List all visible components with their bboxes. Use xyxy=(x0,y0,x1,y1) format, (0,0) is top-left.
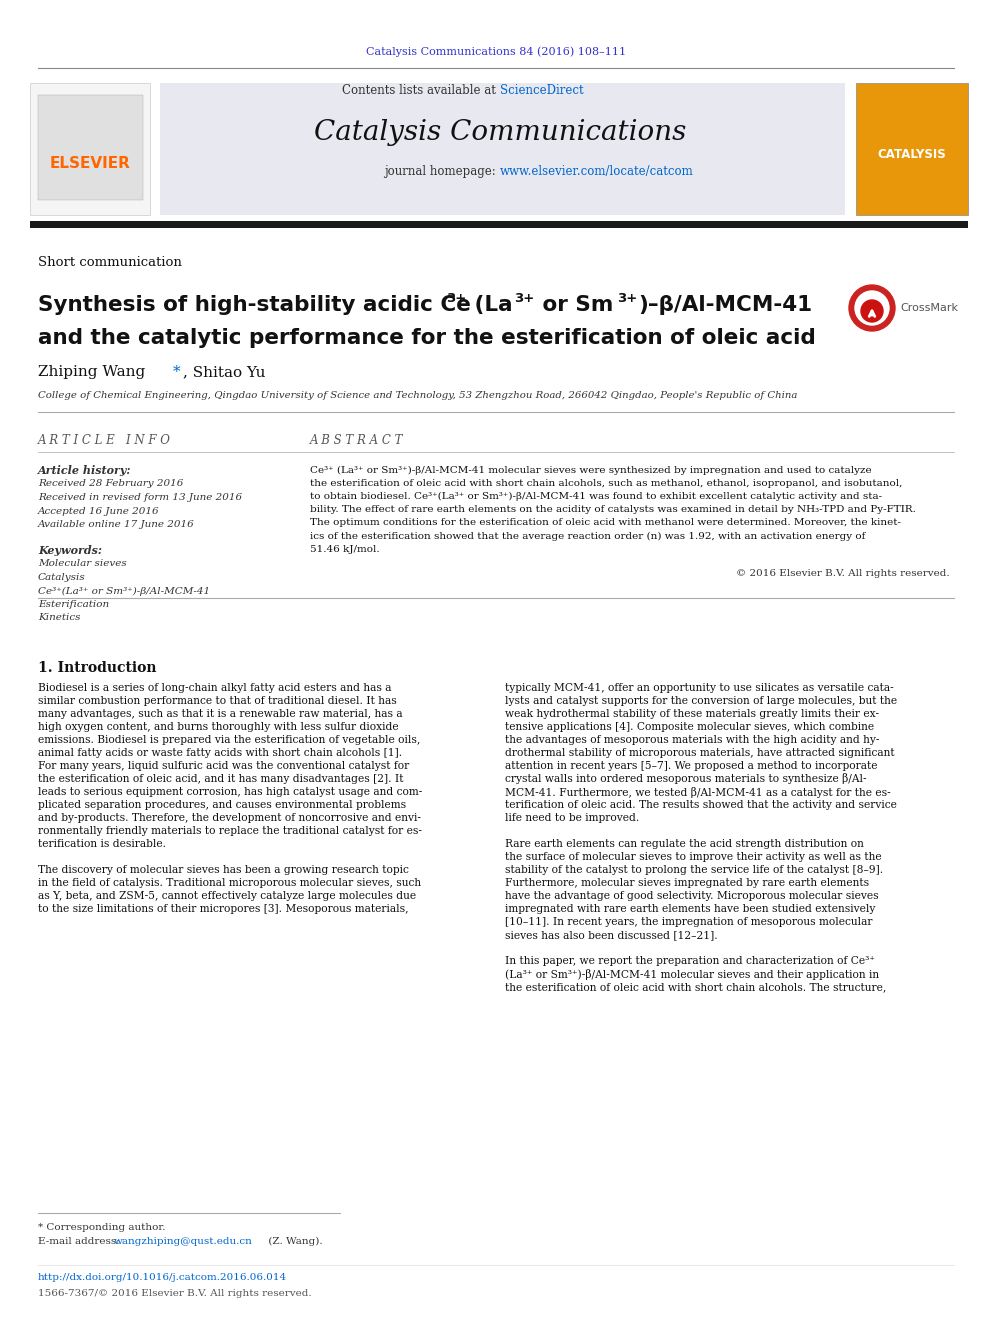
Text: to the size limitations of their micropores [3]. Mesoporous materials,: to the size limitations of their micropo… xyxy=(38,904,409,914)
FancyBboxPatch shape xyxy=(38,95,143,200)
Text: (Z. Wang).: (Z. Wang). xyxy=(265,1237,322,1245)
Text: Catalysis Communications: Catalysis Communications xyxy=(313,119,686,147)
Text: stability of the catalyst to prolong the service life of the catalyst [8–9].: stability of the catalyst to prolong the… xyxy=(505,865,883,875)
Text: drothermal stability of microporous materials, have attracted significant: drothermal stability of microporous mate… xyxy=(505,747,895,758)
Text: the esterification of oleic acid, and it has many disadvantages [2]. It: the esterification of oleic acid, and it… xyxy=(38,774,404,785)
Text: Rare earth elements can regulate the acid strength distribution on: Rare earth elements can regulate the aci… xyxy=(505,839,864,849)
Text: animal fatty acids or waste fatty acids with short chain alcohols [1].: animal fatty acids or waste fatty acids … xyxy=(38,747,402,758)
Text: CATALYSIS: CATALYSIS xyxy=(878,148,946,161)
Text: 3+: 3+ xyxy=(446,292,466,306)
Text: The optimum conditions for the esterification of oleic acid with methanol were d: The optimum conditions for the esterific… xyxy=(310,519,901,528)
Text: ronmentally friendly materials to replace the traditional catalyst for es-: ronmentally friendly materials to replac… xyxy=(38,826,422,836)
Text: © 2016 Elsevier B.V. All rights reserved.: © 2016 Elsevier B.V. All rights reserved… xyxy=(736,569,950,578)
Text: E-mail address:: E-mail address: xyxy=(38,1237,123,1245)
Text: in the field of catalysis. Traditional microporous molecular sieves, such: in the field of catalysis. Traditional m… xyxy=(38,878,422,888)
Text: Kinetics: Kinetics xyxy=(38,614,80,623)
Text: terification of oleic acid. The results showed that the activity and service: terification of oleic acid. The results … xyxy=(505,800,897,810)
Text: Catalysis Communications 84 (2016) 108–111: Catalysis Communications 84 (2016) 108–1… xyxy=(366,46,626,57)
Text: journal homepage:: journal homepage: xyxy=(385,165,500,179)
Text: Ce³⁺(La³⁺ or Sm³⁺)-β/Al-MCM-41: Ce³⁺(La³⁺ or Sm³⁺)-β/Al-MCM-41 xyxy=(38,586,210,595)
Text: tensive applications [4]. Composite molecular sieves, which combine: tensive applications [4]. Composite mole… xyxy=(505,722,874,732)
Text: Contents lists available at: Contents lists available at xyxy=(342,83,500,97)
Text: Synthesis of high-stability acidic Ce: Synthesis of high-stability acidic Ce xyxy=(38,295,471,315)
Text: For many years, liquid sulfuric acid was the conventional catalyst for: For many years, liquid sulfuric acid was… xyxy=(38,761,410,771)
Text: many advantages, such as that it is a renewable raw material, has a: many advantages, such as that it is a re… xyxy=(38,709,403,718)
Text: A B S T R A C T: A B S T R A C T xyxy=(310,434,404,446)
Text: Keywords:: Keywords: xyxy=(38,545,102,556)
Text: MCM-41. Furthermore, we tested β/Al-MCM-41 as a catalyst for the es-: MCM-41. Furthermore, we tested β/Al-MCM-… xyxy=(505,786,891,798)
Text: similar combustion performance to that of traditional diesel. It has: similar combustion performance to that o… xyxy=(38,696,397,706)
Text: sieves has also been discussed [12–21].: sieves has also been discussed [12–21]. xyxy=(505,930,717,941)
Text: as Y, beta, and ZSM-5, cannot effectively catalyze large molecules due: as Y, beta, and ZSM-5, cannot effectivel… xyxy=(38,890,416,901)
Text: *: * xyxy=(173,365,181,378)
Text: [10–11]. In recent years, the impregnation of mesoporous molecular: [10–11]. In recent years, the impregnati… xyxy=(505,917,873,927)
Text: the surface of molecular sieves to improve their activity as well as the: the surface of molecular sieves to impro… xyxy=(505,852,882,863)
Text: 1566-7367/© 2016 Elsevier B.V. All rights reserved.: 1566-7367/© 2016 Elsevier B.V. All right… xyxy=(38,1289,311,1298)
Text: Furthermore, molecular sieves impregnated by rare earth elements: Furthermore, molecular sieves impregnate… xyxy=(505,878,869,888)
Text: CrossMark: CrossMark xyxy=(900,303,958,314)
Text: ScienceDirect: ScienceDirect xyxy=(500,83,583,97)
Text: College of Chemical Engineering, Qingdao University of Science and Technology, 5: College of Chemical Engineering, Qingdao… xyxy=(38,390,798,400)
Text: ELSEVIER: ELSEVIER xyxy=(50,156,130,171)
Text: lysts and catalyst supports for the conversion of large molecules, but the: lysts and catalyst supports for the conv… xyxy=(505,696,897,706)
Text: (La: (La xyxy=(467,295,513,315)
Circle shape xyxy=(861,300,883,321)
Text: bility. The effect of rare earth elements on the acidity of catalysts was examin: bility. The effect of rare earth element… xyxy=(310,505,916,515)
Text: attention in recent years [5–7]. We proposed a method to incorporate: attention in recent years [5–7]. We prop… xyxy=(505,761,878,771)
Text: the esterification of oleic acid with short chain alcohols. The structure,: the esterification of oleic acid with sh… xyxy=(505,982,886,992)
Text: and the catalytic performance for the esterification of oleic acid: and the catalytic performance for the es… xyxy=(38,328,815,348)
Text: Molecular sieves: Molecular sieves xyxy=(38,560,127,569)
Text: ics of the esterification showed that the average reaction order (n) was 1.92, w: ics of the esterification showed that th… xyxy=(310,532,865,541)
Text: typically MCM-41, offer an opportunity to use silicates as versatile cata-: typically MCM-41, offer an opportunity t… xyxy=(505,683,894,693)
FancyBboxPatch shape xyxy=(30,221,968,228)
FancyBboxPatch shape xyxy=(30,83,150,216)
Text: the advantages of mesoporous materials with the high acidity and hy-: the advantages of mesoporous materials w… xyxy=(505,736,880,745)
Text: A R T I C L E   I N F O: A R T I C L E I N F O xyxy=(38,434,171,446)
Text: Received in revised form 13 June 2016: Received in revised form 13 June 2016 xyxy=(38,493,242,501)
Text: (La³⁺ or Sm³⁺)-β/Al-MCM-41 molecular sieves and their application in: (La³⁺ or Sm³⁺)-β/Al-MCM-41 molecular sie… xyxy=(505,968,879,979)
Text: or Sm: or Sm xyxy=(535,295,613,315)
FancyBboxPatch shape xyxy=(856,83,968,216)
Text: plicated separation procedures, and causes environmental problems: plicated separation procedures, and caus… xyxy=(38,800,406,810)
Text: impregnated with rare earth elements have been studied extensively: impregnated with rare earth elements hav… xyxy=(505,904,875,914)
Text: In this paper, we report the preparation and characterization of Ce³⁺: In this paper, we report the preparation… xyxy=(505,957,875,966)
Text: 51.46 kJ/mol.: 51.46 kJ/mol. xyxy=(310,545,380,554)
Text: , Shitao Yu: , Shitao Yu xyxy=(183,365,266,378)
Text: Biodiesel is a series of long-chain alkyl fatty acid esters and has a: Biodiesel is a series of long-chain alky… xyxy=(38,683,392,693)
Text: 3+: 3+ xyxy=(514,292,535,306)
Text: Received 28 February 2016: Received 28 February 2016 xyxy=(38,479,184,488)
Text: emissions. Biodiesel is prepared via the esterification of vegetable oils,: emissions. Biodiesel is prepared via the… xyxy=(38,736,421,745)
Text: to obtain biodiesel. Ce³⁺(La³⁺ or Sm³⁺)-β/Al-MCM-41 was found to exhibit excelle: to obtain biodiesel. Ce³⁺(La³⁺ or Sm³⁺)-… xyxy=(310,492,882,501)
Text: http://dx.doi.org/10.1016/j.catcom.2016.06.014: http://dx.doi.org/10.1016/j.catcom.2016.… xyxy=(38,1274,287,1282)
Text: and by-products. Therefore, the development of noncorrosive and envi-: and by-products. Therefore, the developm… xyxy=(38,814,421,823)
Circle shape xyxy=(849,284,895,331)
Text: www.elsevier.com/locate/catcom: www.elsevier.com/locate/catcom xyxy=(500,165,693,179)
Text: Esterification: Esterification xyxy=(38,601,109,609)
Text: life need to be improved.: life need to be improved. xyxy=(505,814,639,823)
Text: terification is desirable.: terification is desirable. xyxy=(38,839,166,849)
Text: the esterification of oleic acid with short chain alcohols, such as methanol, et: the esterification of oleic acid with sh… xyxy=(310,479,903,488)
Text: leads to serious equipment corrosion, has high catalyst usage and com-: leads to serious equipment corrosion, ha… xyxy=(38,787,423,796)
Text: Short communication: Short communication xyxy=(38,255,182,269)
Text: Article history:: Article history: xyxy=(38,464,132,475)
Text: )–β/Al-MCM-41: )–β/Al-MCM-41 xyxy=(638,295,812,315)
Text: Available online 17 June 2016: Available online 17 June 2016 xyxy=(38,520,194,529)
Text: 1. Introduction: 1. Introduction xyxy=(38,662,157,675)
Text: The discovery of molecular sieves has been a growing research topic: The discovery of molecular sieves has be… xyxy=(38,865,409,875)
Text: crystal walls into ordered mesoporous materials to synthesize β/Al-: crystal walls into ordered mesoporous ma… xyxy=(505,774,867,785)
Text: weak hydrothermal stability of these materials greatly limits their ex-: weak hydrothermal stability of these mat… xyxy=(505,709,879,718)
Circle shape xyxy=(855,291,889,325)
Text: Zhiping Wang: Zhiping Wang xyxy=(38,365,150,378)
Text: * Corresponding author.: * Corresponding author. xyxy=(38,1222,166,1232)
Text: Catalysis: Catalysis xyxy=(38,573,85,582)
Text: wangzhiping@qust.edu.cn: wangzhiping@qust.edu.cn xyxy=(114,1237,253,1245)
Text: have the advantage of good selectivity. Microporous molecular sieves: have the advantage of good selectivity. … xyxy=(505,890,879,901)
Text: Ce³⁺ (La³⁺ or Sm³⁺)-β/Al-MCM-41 molecular sieves were synthesized by impregnatio: Ce³⁺ (La³⁺ or Sm³⁺)-β/Al-MCM-41 molecula… xyxy=(310,466,872,475)
Text: Accepted 16 June 2016: Accepted 16 June 2016 xyxy=(38,507,160,516)
Text: high oxygen content, and burns thoroughly with less sulfur dioxide: high oxygen content, and burns thoroughl… xyxy=(38,722,399,732)
Text: 3+: 3+ xyxy=(617,292,637,306)
FancyBboxPatch shape xyxy=(160,83,845,216)
